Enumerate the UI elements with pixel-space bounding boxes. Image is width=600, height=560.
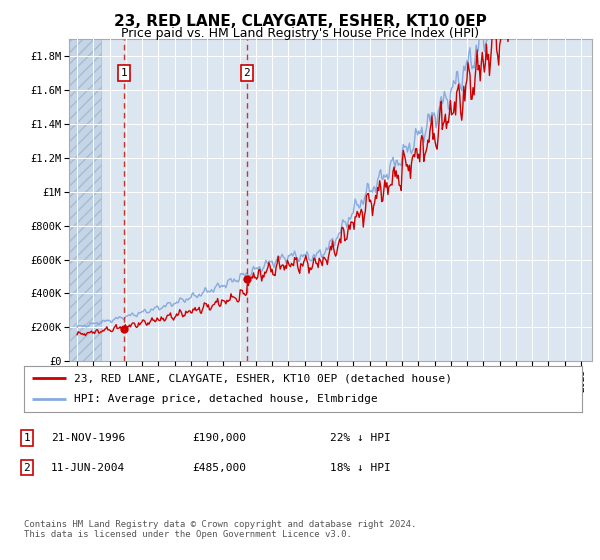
- Text: 23, RED LANE, CLAYGATE, ESHER, KT10 0EP: 23, RED LANE, CLAYGATE, ESHER, KT10 0EP: [113, 14, 487, 29]
- Text: 2: 2: [23, 463, 31, 473]
- Text: Contains HM Land Registry data © Crown copyright and database right 2024.
This d: Contains HM Land Registry data © Crown c…: [24, 520, 416, 539]
- Text: 22% ↓ HPI: 22% ↓ HPI: [330, 433, 391, 443]
- Text: £485,000: £485,000: [192, 463, 246, 473]
- Text: 18% ↓ HPI: 18% ↓ HPI: [330, 463, 391, 473]
- Text: 21-NOV-1996: 21-NOV-1996: [51, 433, 125, 443]
- Bar: [69, 39, 101, 361]
- Text: 2: 2: [244, 68, 250, 78]
- Text: 1: 1: [121, 68, 127, 78]
- Text: 23, RED LANE, CLAYGATE, ESHER, KT10 0EP (detached house): 23, RED LANE, CLAYGATE, ESHER, KT10 0EP …: [74, 373, 452, 383]
- Text: Price paid vs. HM Land Registry's House Price Index (HPI): Price paid vs. HM Land Registry's House …: [121, 27, 479, 40]
- Text: £190,000: £190,000: [192, 433, 246, 443]
- Text: 11-JUN-2004: 11-JUN-2004: [51, 463, 125, 473]
- Text: HPI: Average price, detached house, Elmbridge: HPI: Average price, detached house, Elmb…: [74, 394, 378, 404]
- Text: 1: 1: [23, 433, 31, 443]
